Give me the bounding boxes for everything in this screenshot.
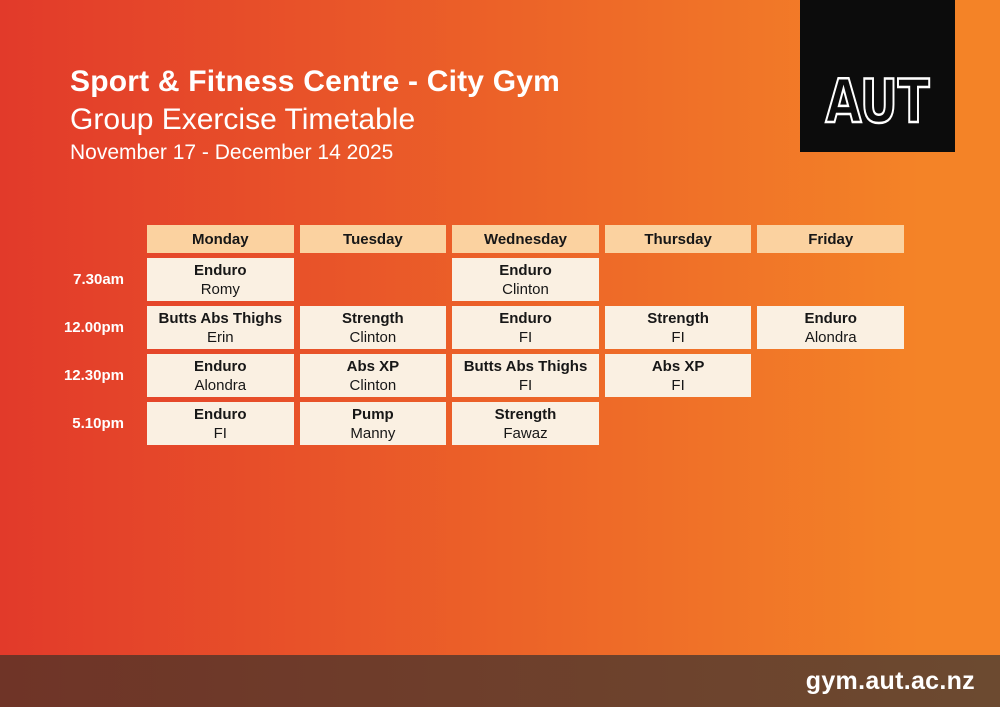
day-header-friday: Friday: [757, 225, 904, 253]
instructor-name: Alondra: [804, 328, 857, 346]
class-name: Enduro: [499, 309, 552, 327]
class-name: Enduro: [804, 309, 857, 327]
class-name: Strength: [494, 405, 557, 423]
instructor-name: Fawaz: [503, 424, 548, 442]
header: Sport & Fitness Centre - City Gym Group …: [70, 63, 560, 168]
class-name: Butts Abs Thighs: [158, 309, 283, 327]
aut-logo-text: AUT: [826, 67, 930, 137]
timetable-cell: Enduro FI: [452, 306, 599, 349]
timetable-corner: [70, 225, 141, 253]
day-header-tuesday: Tuesday: [299, 225, 447, 253]
instructor-name: FI: [518, 328, 533, 346]
timetable-cell: Enduro Alondra: [147, 354, 294, 397]
instructor-name: Romy: [200, 280, 240, 298]
class-name: Enduro: [499, 261, 552, 279]
time-label: 12.00pm: [63, 319, 124, 336]
timetable-cell: Abs XP FI: [604, 354, 752, 397]
class-name: Enduro: [194, 357, 247, 375]
footer-url: gym.aut.ac.nz: [805, 666, 975, 695]
timetable-cell: Enduro Alondra: [757, 306, 904, 349]
timetable-cell-empty: [757, 354, 904, 397]
timetable-cell: Enduro Clinton: [452, 258, 599, 301]
time-label: 12.30pm: [63, 367, 124, 384]
page-subtitle: Group Exercise Timetable: [70, 103, 416, 136]
timetable-cell-empty: [300, 258, 447, 301]
time-label: 7.30am: [73, 271, 124, 288]
timetable-cell: Butts Abs Thighs Erin: [147, 306, 294, 349]
aut-logo: AUT: [800, 0, 955, 152]
aut-logo-mark: AUT: [824, 66, 931, 139]
instructor-name: FI: [671, 328, 685, 346]
timetable-cell: Strength Fawaz: [452, 402, 599, 445]
class-name: Abs XP: [651, 357, 705, 375]
timetable-cell: Enduro Romy: [147, 258, 294, 301]
timetable-cell-empty: [605, 402, 752, 445]
timetable-cell: Butts Abs Thighs FI: [452, 354, 599, 397]
instructor-name: Clinton: [349, 328, 397, 346]
instructor-name: FI: [518, 376, 533, 394]
class-name: Strength: [647, 309, 709, 327]
timetable-cell-empty: [757, 258, 904, 301]
class-name: Strength: [342, 309, 404, 327]
instructor-name: Clinton: [502, 280, 549, 298]
class-name: Enduro: [194, 405, 247, 423]
page-title: Sport & Fitness Centre - City Gym: [70, 65, 561, 98]
class-name: Enduro: [194, 261, 247, 279]
instructor-name: Clinton: [349, 376, 397, 394]
class-name: Abs XP: [346, 357, 400, 375]
timetable-cell: Pump Manny: [299, 402, 447, 445]
timetable-grid: Monday Tuesday Wednesday Thursday Friday 7.30…: [63, 225, 904, 445]
class-name: Pump: [352, 405, 394, 423]
instructor-name: FI: [213, 424, 227, 442]
timetable-cell: Enduro FI: [147, 402, 294, 445]
timetable-cell: Abs XP Clinton: [299, 354, 447, 397]
day-header-monday: Monday: [147, 225, 294, 253]
day-header-thursday: Thursday: [604, 225, 752, 253]
day-header-wednesday: Wednesday: [452, 225, 599, 253]
date-range: November 17 - December 14 2025: [70, 141, 394, 164]
instructor-name: Alondra: [194, 376, 247, 394]
timetable-cell: Strength FI: [604, 306, 752, 349]
timetable-cell: Strength Clinton: [299, 306, 447, 349]
footer: gym.aut.ac.nz: [0, 655, 1000, 707]
class-name: Butts Abs Thighs: [463, 357, 588, 375]
timetable-cell-empty: [605, 258, 752, 301]
timetable-cell-empty: [757, 402, 904, 445]
instructor-name: Erin: [206, 328, 234, 346]
time-label: 5.10pm: [72, 415, 124, 432]
instructor-name: FI: [671, 376, 685, 394]
instructor-name: Manny: [350, 424, 396, 442]
